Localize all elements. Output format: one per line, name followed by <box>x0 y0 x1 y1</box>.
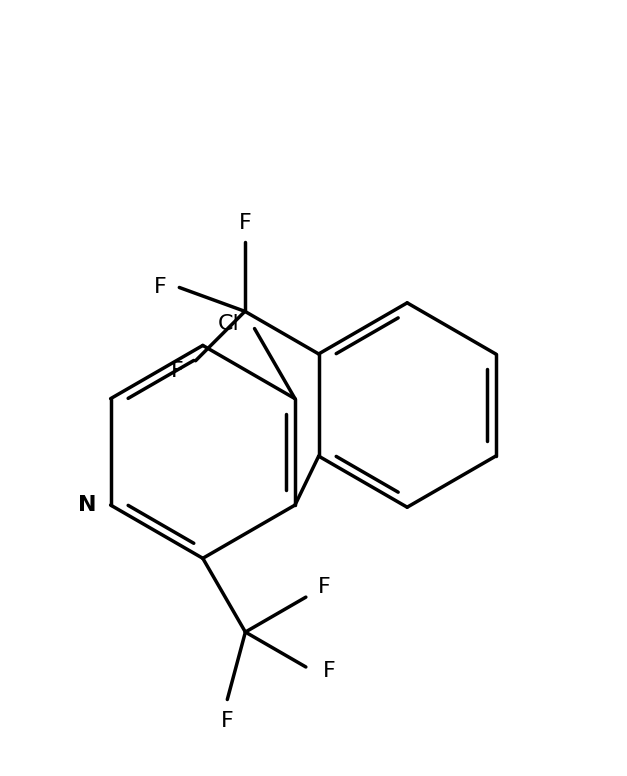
Text: F: F <box>324 661 336 681</box>
Text: F: F <box>171 361 183 381</box>
Text: N: N <box>78 495 96 515</box>
Text: F: F <box>154 278 167 297</box>
Text: F: F <box>238 213 251 233</box>
Text: F: F <box>319 577 331 597</box>
Text: Cl: Cl <box>218 314 240 334</box>
Text: F: F <box>221 711 234 731</box>
